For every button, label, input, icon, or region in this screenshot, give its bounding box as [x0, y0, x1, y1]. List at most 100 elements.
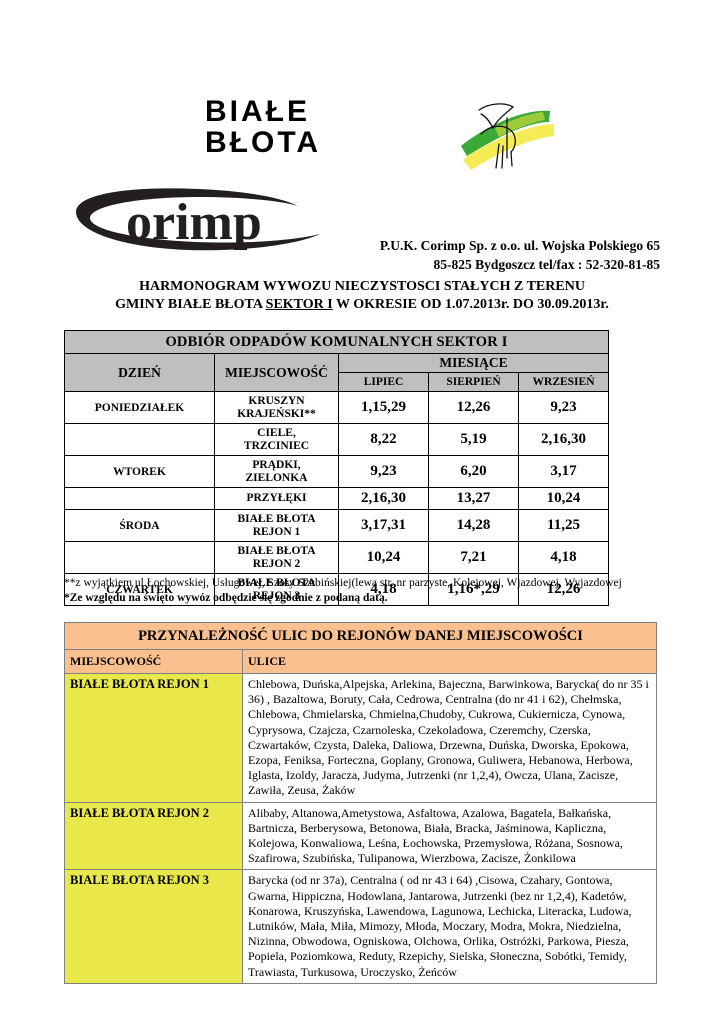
table-row: BIAŁE BŁOTA REJON 1 Chlebowa, Duńska,Alp…	[64, 673, 657, 803]
region-name: BIALE BŁOTA REJON 3	[64, 869, 243, 984]
row-place: BIAŁE BŁOTA REJON 1	[214, 509, 339, 542]
company-address-line1: P.U.K. Corimp Sp. z o.o. ul. Wojska Pols…	[379, 238, 660, 253]
row-day: WTOREK	[64, 455, 215, 488]
col-header-month-sierpien: SIERPIEŃ	[428, 372, 519, 392]
row-dates-wrzesien: 9,23	[517, 391, 610, 424]
row-day	[64, 541, 215, 574]
streets-header-row: MIEJSCOWOŚĆ ULICE	[64, 649, 657, 674]
region-name: BIAŁE BŁOTA REJON 1	[64, 673, 243, 803]
row-place-line1: BIAŁE BŁOTA	[237, 576, 316, 589]
svg-text:orimp: orimp	[126, 194, 262, 251]
row-day	[64, 487, 215, 510]
region-street-list: Chlebowa, Duńska,Alpejska, Arlekina, Baj…	[242, 673, 657, 803]
table-row: ŚRODA BIAŁE BŁOTA REJON 1 3,17,31 14,28 1…	[64, 509, 610, 542]
row-dates-wrzesien: 3,17	[517, 455, 610, 488]
row-place-line2: KRAJEŃSKI**	[237, 407, 316, 420]
company-address: P.U.K. Corimp Sp. z o.o. ul. Wojska Pols…	[300, 236, 660, 274]
schedule-header-row-2: LIPIEC SIERPIEŃ WRZESIEŃ	[65, 372, 610, 392]
col-header-months: MIESIĄCE	[337, 353, 610, 373]
schedule-title-row: ODBIÓR ODPADÓW KOMUNALNYCH SEKTOR I	[63, 330, 610, 354]
row-place: CIELE, TRZCINIEC	[214, 423, 339, 456]
region-street-list: Barycka (od nr 37a), Centralna ( od nr 4…	[242, 869, 657, 984]
municipality-logo-block: BIAŁE BŁOTA	[0, 96, 724, 176]
region-name: BIAŁE BŁOTA REJON 2	[64, 801, 243, 871]
row-place-line2: TRZCINIEC	[243, 439, 310, 452]
row-dates-lipiec: 4,18	[338, 573, 429, 606]
row-place-line1: PRĄDKI,	[252, 458, 301, 471]
table-row: PRZYŁĘKI 2,16,30 13,27 10,24	[64, 487, 610, 510]
row-dates-sierpien: 7,21	[428, 541, 519, 574]
col-header-place: MIEJSCOWOŚĆ	[214, 353, 339, 392]
table-row: BIAŁE BŁOTA REJON 2 10,24 7,21 4,18	[64, 541, 610, 574]
row-day: PONIEDZIAŁEK	[64, 391, 215, 424]
row-place: BIAŁE BŁOTA REJON 3	[214, 573, 339, 606]
row-dates-sierpien: 13,27	[428, 487, 519, 510]
row-dates-lipiec: 1,15,29	[338, 391, 429, 424]
row-dates-lipiec: 9,23	[338, 455, 429, 488]
schedule-title: ODBIÓR ODPADÓW KOMUNALNYCH SEKTOR I	[63, 330, 610, 354]
row-place: PRZYŁĘKI	[214, 487, 339, 510]
row-dates-sierpien: 6,20	[428, 455, 519, 488]
col-header-locality: MIEJSCOWOŚĆ	[64, 649, 243, 674]
col-header-day: DZIEŃ	[64, 353, 215, 392]
row-place-line2: REJON 3	[252, 589, 301, 602]
table-row: CZWARTEK BIAŁE BŁOTA REJON 3 4,18 1,16*,2…	[64, 573, 610, 606]
row-place-line2: REJON 1	[252, 525, 301, 538]
region-street-list: Alibaby, Altanowa,Ametystowa, Asfaltowa,…	[242, 801, 657, 871]
row-day: ŚRODA	[64, 509, 215, 542]
row-dates-lipiec: 3,17,31	[338, 509, 429, 542]
streets-title-row: PRZYNALEŻNOŚĆ ULIC DO REJONÓW DANEJ MIEJ…	[64, 622, 657, 650]
row-dates-wrzesien: 12,26	[517, 573, 610, 606]
row-dates-wrzesien: 11,25	[517, 509, 610, 542]
row-dates-sierpien: 14,28	[428, 509, 519, 542]
row-place-line1: KRUSZYN	[248, 394, 305, 407]
row-dates-wrzesien: 10,24	[517, 487, 610, 510]
street-region-assignment-table: PRZYNALEŻNOŚĆ ULIC DO REJONÓW DANEJ MIEJ…	[64, 622, 657, 984]
row-place-line2: REJON 2	[252, 557, 301, 570]
document-heading-line1: HARMONOGRAM WYWOZU NIECZYSTOSCI STAŁYCH …	[139, 279, 585, 294]
heading-prefix: GMINY BIAŁE BŁOTA	[115, 297, 266, 312]
col-header-streets: ULICE	[242, 649, 657, 674]
row-dates-lipiec: 8,22	[338, 423, 429, 456]
table-row: BIAŁE BŁOTA REJON 2 Alibaby, Altanowa,Am…	[64, 801, 657, 871]
row-day: CZWARTEK	[64, 573, 215, 606]
row-dates-wrzesien: 4,18	[517, 541, 610, 574]
company-address-line2: 85-825 Bydgoszcz tel/fax : 52-320-81-85	[433, 257, 660, 272]
table-row: BIALE BŁOTA REJON 3 Barycka (od nr 37a),…	[64, 869, 657, 984]
row-dates-lipiec: 10,24	[338, 541, 429, 574]
corimp-logo: orimp	[68, 184, 368, 256]
row-place-line1: CIELE,	[257, 426, 296, 439]
footnote-exceptions: **z wyjątkiem ul.Łochowskiej, Usługowej,…	[64, 577, 622, 589]
municipality-name-line2: BŁOTA	[205, 126, 322, 159]
row-place: KRUSZYN KRAJEŃSKI**	[214, 391, 339, 424]
streets-title: PRZYNALEŻNOŚĆ ULIC DO REJONÓW DANEJ MIEJ…	[64, 622, 657, 650]
row-place: BIAŁE BŁOTA REJON 2	[214, 541, 339, 574]
row-dates-sierpien: 5,19	[428, 423, 519, 456]
row-dates-sierpien: 12,26	[428, 391, 519, 424]
footnotes: **z wyjątkiem ul.Łochowskiej, Usługowej,…	[64, 576, 664, 605]
waste-collection-schedule-table: ODBIÓR ODPADÓW KOMUNALNYCH SEKTOR I DZIE…	[63, 330, 610, 606]
row-place-line1: BIAŁE BŁOTA	[237, 544, 316, 557]
document-heading-line2: GMINY BIAŁE BŁOTA SEKTOR I W OKRESIE OD …	[62, 296, 662, 314]
table-row: PONIEDZIAŁEK KRUSZYN KRAJEŃSKI** 1,15,29 …	[64, 391, 610, 424]
row-place: PRĄDKI, ZIELONKA	[214, 455, 339, 488]
row-dates-wrzesien: 2,16,30	[517, 423, 610, 456]
col-header-month-lipiec: LIPIEC	[338, 372, 429, 392]
row-day	[64, 423, 215, 456]
heading-sector: SEKTOR I	[265, 297, 333, 312]
schedule-header-row-1: DZIEŃ MIEJSCOWOŚĆ MIESIĄCE	[64, 353, 610, 392]
table-row: WTOREK PRĄDKI, ZIELONKA 9,23 6,20 3,17	[64, 455, 610, 488]
row-dates-lipiec: 2,16,30	[338, 487, 429, 510]
col-header-month-wrzesien: WRZESIEŃ	[517, 372, 610, 392]
heading-suffix: W OKRESIE OD 1.07.2013r. DO 30.09.2013r.	[332, 297, 609, 312]
row-place-line1: BIAŁE BŁOTA	[237, 512, 316, 525]
municipality-name: BIAŁE BŁOTA	[205, 96, 445, 158]
stork-and-brushstrokes-logo-icon	[461, 103, 554, 170]
document-heading: HARMONOGRAM WYWOZU NIECZYSTOSCI STAŁYCH …	[62, 278, 662, 314]
footnote-holiday: *Ze względu na święto wywóz odbędzie się…	[64, 592, 388, 604]
row-dates-sierpien: 1,16*,29	[428, 573, 519, 606]
municipality-name-line1: BIAŁE	[205, 95, 310, 128]
table-row: CIELE, TRZCINIEC 8,22 5,19 2,16,30	[64, 423, 610, 456]
row-place-line2: ZIELONKA	[245, 471, 308, 484]
